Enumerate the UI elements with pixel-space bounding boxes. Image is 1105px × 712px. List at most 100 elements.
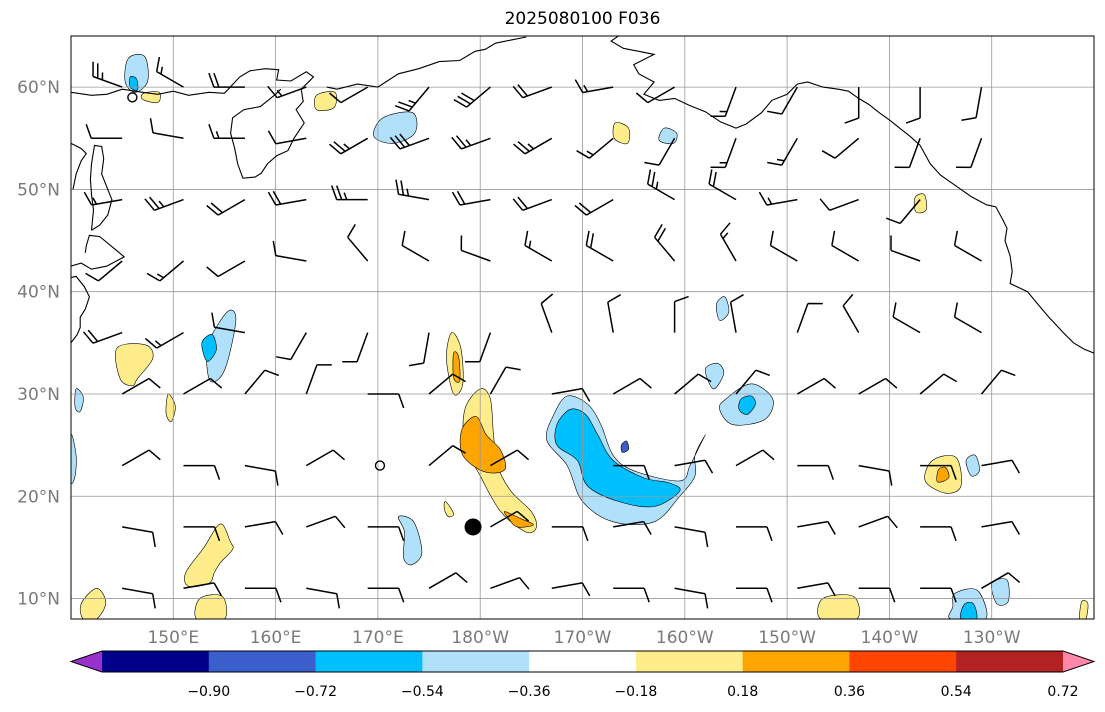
lat-tick-label: 50°N xyxy=(17,180,60,200)
coastline-japan-hokkaido xyxy=(71,234,126,270)
wind-barb xyxy=(367,393,405,409)
wind-barb xyxy=(858,464,893,486)
shaded-region-19 xyxy=(965,454,980,477)
shaded-region-4 xyxy=(201,334,217,362)
wind-barb xyxy=(276,332,307,361)
wind-barb xyxy=(206,260,246,278)
wind-barb xyxy=(858,377,898,395)
wind-barb xyxy=(244,587,282,603)
markers xyxy=(127,92,482,536)
wind-barb xyxy=(306,587,341,609)
lon-tick-label: 160°W xyxy=(656,628,714,648)
colorbar-tick-label: −0.90 xyxy=(187,684,230,700)
wind-barb xyxy=(453,86,491,108)
wind-barb xyxy=(367,526,405,542)
lon-tick-label: 140°W xyxy=(861,628,919,648)
wind-barb xyxy=(797,464,835,480)
wind-barb xyxy=(512,196,553,212)
wind-barb xyxy=(646,169,675,201)
wind-barb xyxy=(551,387,591,402)
wind-barb xyxy=(920,464,957,480)
wind-barb xyxy=(524,230,553,262)
map-frame xyxy=(70,35,1095,620)
wind-barb xyxy=(858,587,896,603)
wind-barb xyxy=(844,87,860,124)
wind-barb xyxy=(576,137,614,159)
shaded-region-11 xyxy=(658,127,678,145)
wind-barb xyxy=(183,582,223,597)
wind-barb xyxy=(981,572,1021,589)
lon-tick-label: 160°E xyxy=(250,628,302,648)
lat-tick-label: 40°N xyxy=(17,283,60,303)
wind-barb xyxy=(267,190,307,206)
shaded-region-17 xyxy=(71,433,77,484)
colorbar-segment xyxy=(315,651,423,672)
wind-barbs xyxy=(82,56,1021,609)
shaded-region-32 xyxy=(612,122,631,145)
wind-barb xyxy=(574,198,614,216)
wind-barb xyxy=(980,369,1016,395)
wind-barb xyxy=(736,526,773,542)
coastline-sakhalin xyxy=(89,144,113,231)
wind-barb xyxy=(953,230,982,262)
lon-tick-label: 150°W xyxy=(758,628,816,648)
wind-barb xyxy=(244,464,279,486)
wind-barb xyxy=(428,572,468,589)
wind-barb xyxy=(551,526,589,542)
shaded-region-38 xyxy=(443,501,454,518)
lon-tick-label: 130°W xyxy=(963,628,1021,648)
lat-tick-label: 20°N xyxy=(17,487,60,507)
wind-barb xyxy=(613,464,650,480)
colorbar-outline xyxy=(69,650,1096,673)
wind-barb xyxy=(395,179,430,201)
wind-barb xyxy=(305,449,345,467)
shaded-region-7 xyxy=(397,515,423,566)
wind-barb xyxy=(885,199,921,225)
wind-barb xyxy=(674,526,709,548)
wind-barb xyxy=(122,587,156,609)
wind-barb xyxy=(144,196,184,212)
wind-barb xyxy=(955,138,983,169)
colorbar-tick-label: −0.18 xyxy=(614,684,657,700)
wind-barb xyxy=(428,445,466,467)
colorbar-tick-label: −0.36 xyxy=(508,684,551,700)
wind-barb xyxy=(82,329,123,344)
colorbar-segment xyxy=(742,651,850,672)
wind-barb xyxy=(708,169,737,201)
wind-barb xyxy=(206,198,246,216)
shaded-region-35 xyxy=(817,594,860,619)
colorbar-segment xyxy=(102,651,210,672)
wind-barb xyxy=(211,312,246,334)
wind-barb xyxy=(330,185,368,201)
colorbar-extend-high xyxy=(1063,651,1094,672)
wind-barb xyxy=(183,464,221,480)
wind-barb xyxy=(83,191,123,206)
wind-barb xyxy=(342,332,369,363)
shaded-region-31 xyxy=(313,91,337,111)
wind-barb xyxy=(607,294,622,333)
wind-barb xyxy=(329,86,369,104)
wind-barb xyxy=(920,587,957,603)
shaded-contours xyxy=(71,54,1089,619)
shaded-region-8 xyxy=(373,111,418,144)
wind-barb xyxy=(451,135,491,150)
lat-tick-label: 30°N xyxy=(17,385,60,405)
wind-barb xyxy=(981,459,1021,474)
shaded-region-34 xyxy=(913,193,928,214)
wind-barb xyxy=(208,72,245,88)
wind-barb xyxy=(821,137,860,159)
wind-barb xyxy=(574,79,614,94)
wind-barb xyxy=(408,332,430,367)
colorbar-tick-label: −0.72 xyxy=(294,684,337,700)
wind-barb xyxy=(767,86,798,115)
lon-tick-label: 170°W xyxy=(554,628,612,648)
wind-barb xyxy=(710,138,737,169)
wind-barb xyxy=(674,459,714,474)
wind-barb xyxy=(121,377,161,395)
wind-barb xyxy=(460,235,491,262)
wind-barb xyxy=(306,515,346,529)
wind-barb xyxy=(155,56,184,88)
coastline-alaska-canada xyxy=(610,36,1094,354)
wind-barb xyxy=(144,331,184,349)
